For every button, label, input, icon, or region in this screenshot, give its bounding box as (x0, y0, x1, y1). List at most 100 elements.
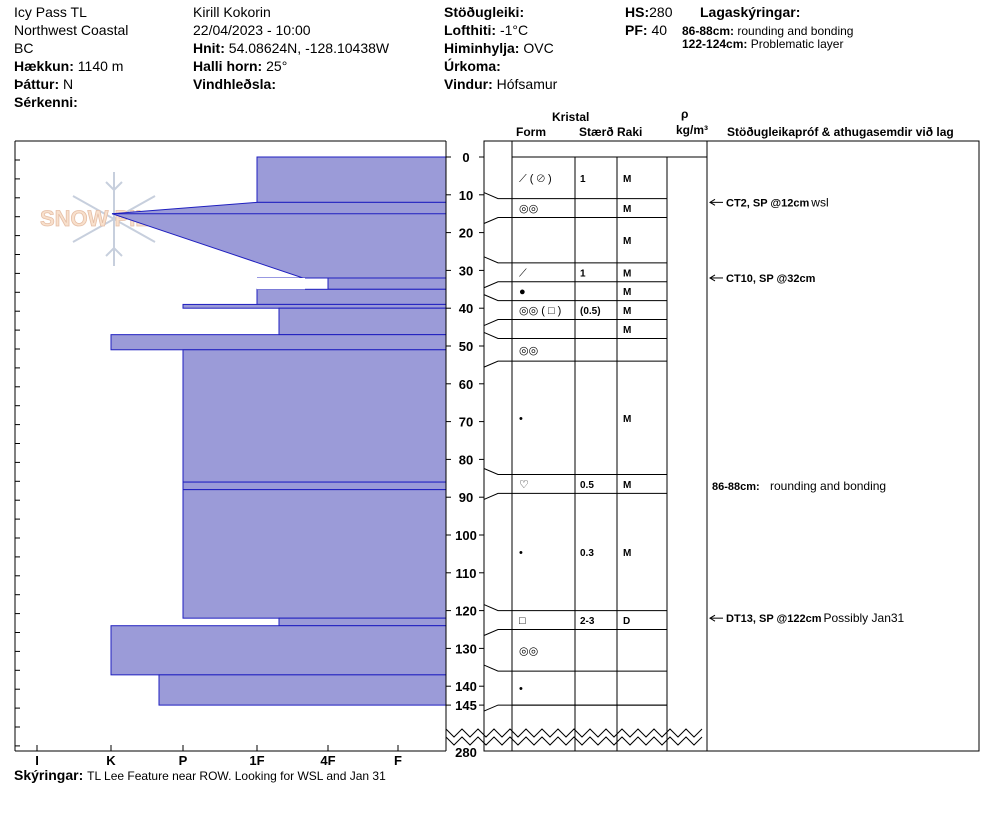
test-label: CT2, SP @12cm (726, 197, 810, 209)
hardness-bar (158, 674, 447, 706)
pf: PF: 40 (625, 22, 668, 38)
hardness-bar (327, 277, 447, 290)
coords: Hnit: 54.08624N, -128.10438W (193, 40, 390, 56)
layer-size: 0.5 (580, 480, 594, 491)
test-label: DT13, SP @122cm (726, 613, 822, 625)
layer-connector (483, 468, 512, 476)
depth-tick-label: 10 (459, 188, 473, 203)
hardness-bar (110, 625, 447, 676)
aspect: Þáttur: N (14, 76, 74, 92)
features: Sérkenni: (14, 94, 78, 110)
layer-size: 1 (580, 174, 586, 185)
hardness-tick-label: I (35, 753, 39, 768)
layer-connector (483, 192, 512, 200)
layer-form: ◎◎ ( □ ) (519, 305, 561, 317)
observer: Kirill Kokorin (193, 4, 271, 20)
sky: Himinhylja: OVC (444, 40, 554, 56)
layer-form: ● (519, 286, 526, 298)
air-temp: Lofthiti: -1°C (444, 22, 529, 38)
hardness-bar (256, 156, 447, 203)
layer-size: 2-3 (580, 616, 595, 627)
hardness-bar (110, 334, 447, 351)
hardness-gap (257, 277, 305, 290)
site-province: BC (14, 40, 34, 56)
datetime: 22/04/2023 - 10:00 (193, 22, 311, 38)
test-label: 86-88cm: (712, 481, 760, 493)
depth-tick-label: 80 (459, 452, 473, 467)
legend-title: Lagaskýringar: (700, 4, 801, 20)
site-region: Northwest Coastal (14, 22, 129, 38)
depth-tick-label: 110 (456, 566, 477, 581)
wind: Vindur: Hófsamur (444, 76, 558, 92)
hardness-tick-label: F (394, 753, 402, 768)
test-arrow-head (709, 274, 716, 282)
depth-tick-label: 90 (459, 490, 473, 505)
layer-form: □ (519, 615, 526, 627)
layer-connector (483, 360, 512, 368)
layer-connector (483, 294, 512, 302)
header-tests: Stöðugleikapróf & athugasemdir við lag (727, 125, 954, 139)
depth-break-zigzag (445, 728, 703, 738)
layer-size: 0.3 (580, 548, 594, 559)
layer-connector (483, 704, 512, 712)
layer-moisture: M (623, 236, 631, 247)
test-note: rounding and bonding (770, 479, 886, 493)
layer-moisture: M (623, 306, 631, 317)
layer-moisture: M (623, 174, 631, 185)
layer-form: ♡ (519, 479, 529, 491)
test-label: CT10, SP @32cm (726, 273, 816, 285)
test-note: Possibly Jan31 (824, 611, 905, 625)
hardness-tick-label: K (106, 753, 116, 768)
header-density-unit: kg/m³ (676, 123, 709, 137)
layer-connector (483, 331, 512, 339)
depth-tick-label: 70 (459, 415, 473, 430)
legend-item: 122-124cm: Problematic layer (682, 37, 844, 51)
hardness-bar (182, 489, 447, 619)
header-rho: ρ (681, 107, 689, 121)
layer-moisture: M (623, 480, 631, 491)
depth-break-label: 280 (455, 745, 477, 760)
layer-form: ◎◎ (519, 203, 538, 215)
test-arrow-head (709, 614, 716, 622)
layer-size: (0.5) (580, 306, 601, 317)
layer-connector (483, 256, 512, 264)
layer-connector (483, 281, 512, 289)
depth-tick-label: 60 (459, 377, 473, 392)
hardness-bar (182, 303, 447, 309)
layer-form: • (519, 683, 523, 695)
header-size: Stærð (579, 125, 614, 139)
elevation: Hækkun: 1140 m (14, 58, 124, 74)
layer-connector (483, 629, 512, 636)
hardness-bar (182, 481, 447, 491)
depth-tick-label: 145 (455, 698, 477, 713)
layer-connector (483, 604, 512, 612)
layer-size: 1 (580, 268, 586, 279)
header-moisture: Raki (617, 125, 643, 139)
layer-moisture: M (623, 325, 631, 336)
comments: Skýringar: TL Lee Feature near ROW. Look… (14, 767, 386, 783)
layer-form: • (519, 413, 523, 425)
test-note: wsl (810, 195, 828, 209)
depth-tick-label: 120 (455, 604, 477, 619)
hardness-tick-label: P (179, 753, 188, 768)
depth-tick-label: 140 (455, 679, 477, 694)
layer-moisture: D (623, 616, 630, 627)
depth-tick-label: 20 (459, 226, 473, 241)
test-arrow-head (709, 198, 716, 206)
layer-moisture: M (623, 268, 631, 279)
legend-item: 86-88cm: rounding and bonding (682, 24, 854, 38)
layer-form: ⟋ (519, 267, 527, 279)
wind-loading: Vindhleðsla: (193, 76, 276, 92)
hardness-tick-label: 1F (249, 753, 264, 768)
depth-break-zigzag (445, 736, 703, 746)
precip: Úrkoma: (444, 58, 501, 74)
depth-tick-label: 0 (462, 150, 469, 165)
hardness-bar (278, 307, 447, 336)
layer-form: ◎◎ (519, 645, 538, 657)
stability: Stöðugleiki: (444, 4, 525, 20)
depth-tick-label: 50 (459, 339, 473, 354)
site-name: Icy Pass TL (14, 4, 87, 20)
depth-tick-label: 100 (455, 528, 477, 543)
layer-connector (483, 664, 512, 672)
